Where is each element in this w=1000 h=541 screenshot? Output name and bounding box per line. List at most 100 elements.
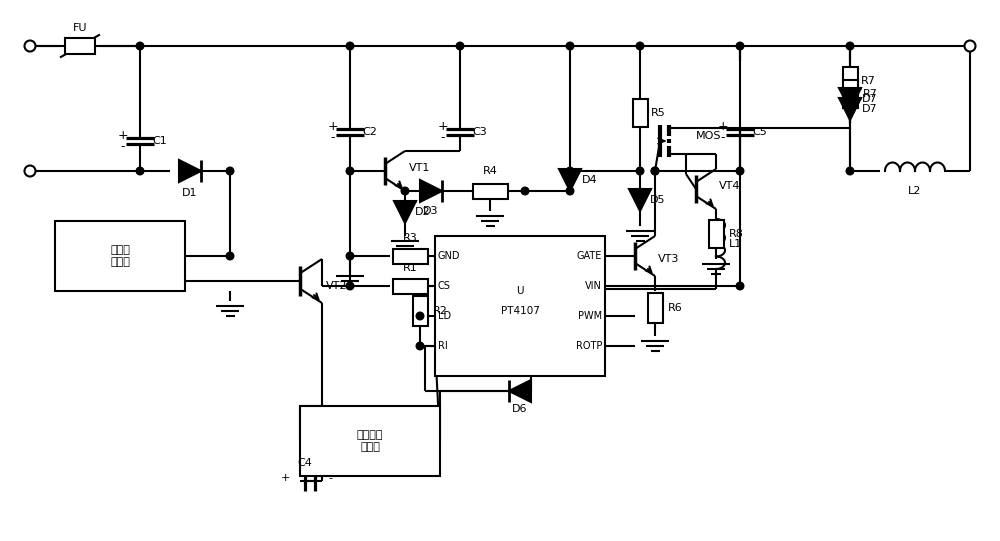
Text: PWM: PWM: [578, 311, 602, 321]
Circle shape: [24, 166, 36, 176]
Polygon shape: [839, 88, 861, 110]
Text: VT2: VT2: [326, 281, 348, 291]
Circle shape: [846, 42, 854, 50]
Text: L2: L2: [908, 186, 922, 196]
Text: D2: D2: [415, 207, 431, 217]
Circle shape: [346, 42, 354, 50]
Text: RI: RI: [438, 341, 448, 351]
Bar: [633, 99, 648, 127]
Text: VT3: VT3: [658, 254, 679, 264]
Text: D5: D5: [650, 195, 666, 205]
Circle shape: [416, 312, 424, 320]
Circle shape: [416, 342, 424, 350]
Bar: [55, 221, 185, 291]
Text: VIN: VIN: [585, 281, 602, 291]
Text: MOS: MOS: [696, 131, 722, 141]
Circle shape: [566, 167, 574, 175]
Bar: [413, 296, 428, 326]
Polygon shape: [839, 98, 861, 120]
Bar: [842, 80, 858, 108]
Text: U: U: [516, 286, 524, 296]
Polygon shape: [509, 380, 531, 402]
Circle shape: [24, 41, 36, 51]
Circle shape: [566, 42, 574, 50]
Circle shape: [636, 167, 644, 175]
Bar: [473, 183, 508, 199]
Text: C1: C1: [153, 136, 167, 146]
Text: GATE: GATE: [577, 251, 602, 261]
Text: +: +: [118, 129, 128, 142]
Text: R7: R7: [863, 89, 877, 99]
Text: C5: C5: [753, 127, 767, 137]
Circle shape: [136, 42, 144, 50]
Text: R7: R7: [861, 76, 875, 86]
Text: +: +: [328, 120, 338, 133]
Text: D1: D1: [182, 188, 198, 198]
Circle shape: [651, 167, 659, 175]
Polygon shape: [559, 169, 581, 191]
Text: -: -: [328, 473, 332, 483]
Text: +: +: [280, 473, 290, 483]
Text: 晶体管振
荡电路: 晶体管振 荡电路: [357, 430, 383, 452]
Circle shape: [736, 167, 744, 175]
Bar: [392, 248, 428, 263]
Circle shape: [846, 167, 854, 175]
Text: GND: GND: [438, 251, 460, 261]
Circle shape: [346, 252, 354, 260]
Text: R5: R5: [651, 108, 665, 118]
Circle shape: [456, 42, 464, 50]
Polygon shape: [394, 201, 416, 223]
Polygon shape: [420, 180, 442, 202]
Bar: [392, 279, 428, 294]
Circle shape: [736, 42, 744, 50]
Text: R3: R3: [403, 233, 417, 243]
Text: D4: D4: [582, 175, 598, 185]
Text: D6: D6: [512, 404, 528, 414]
Circle shape: [346, 282, 354, 290]
Text: LD: LD: [438, 311, 451, 321]
Bar: [300, 406, 440, 476]
Text: D3: D3: [423, 206, 439, 216]
Bar: [648, 293, 662, 323]
Polygon shape: [629, 189, 651, 211]
Text: +: +: [718, 120, 728, 133]
Circle shape: [651, 167, 659, 175]
Circle shape: [521, 187, 529, 195]
Text: +: +: [438, 120, 448, 133]
Text: R2: R2: [433, 306, 447, 316]
Text: VT1: VT1: [409, 163, 430, 173]
Text: CS: CS: [438, 281, 451, 291]
Text: ROTP: ROTP: [576, 341, 602, 351]
Text: -: -: [441, 131, 445, 144]
Text: D7: D7: [862, 104, 878, 114]
Polygon shape: [179, 160, 201, 182]
Circle shape: [226, 167, 234, 175]
Text: C4: C4: [298, 458, 312, 468]
Text: -: -: [121, 141, 125, 154]
Circle shape: [964, 41, 976, 51]
Circle shape: [401, 187, 409, 195]
Text: 线性调
光电路: 线性调 光电路: [110, 245, 130, 267]
Text: -: -: [721, 131, 725, 144]
Circle shape: [346, 167, 354, 175]
Bar: [65, 38, 95, 54]
Text: C2: C2: [363, 127, 377, 137]
Text: R8: R8: [729, 229, 743, 239]
Circle shape: [136, 167, 144, 175]
Bar: [842, 67, 858, 95]
Text: C3: C3: [473, 127, 487, 137]
Text: -: -: [331, 131, 335, 144]
Bar: [435, 236, 605, 376]
Circle shape: [566, 187, 574, 195]
Text: R6: R6: [668, 303, 682, 313]
Circle shape: [226, 252, 234, 260]
Text: R4: R4: [483, 166, 497, 176]
Text: R1: R1: [403, 263, 417, 273]
Text: PT4107: PT4107: [501, 306, 539, 316]
Text: FU: FU: [73, 23, 87, 33]
Text: D7: D7: [862, 94, 878, 104]
Circle shape: [736, 282, 744, 290]
Bar: [708, 220, 724, 248]
Text: L1: L1: [729, 239, 743, 249]
Text: VT4: VT4: [719, 181, 740, 191]
